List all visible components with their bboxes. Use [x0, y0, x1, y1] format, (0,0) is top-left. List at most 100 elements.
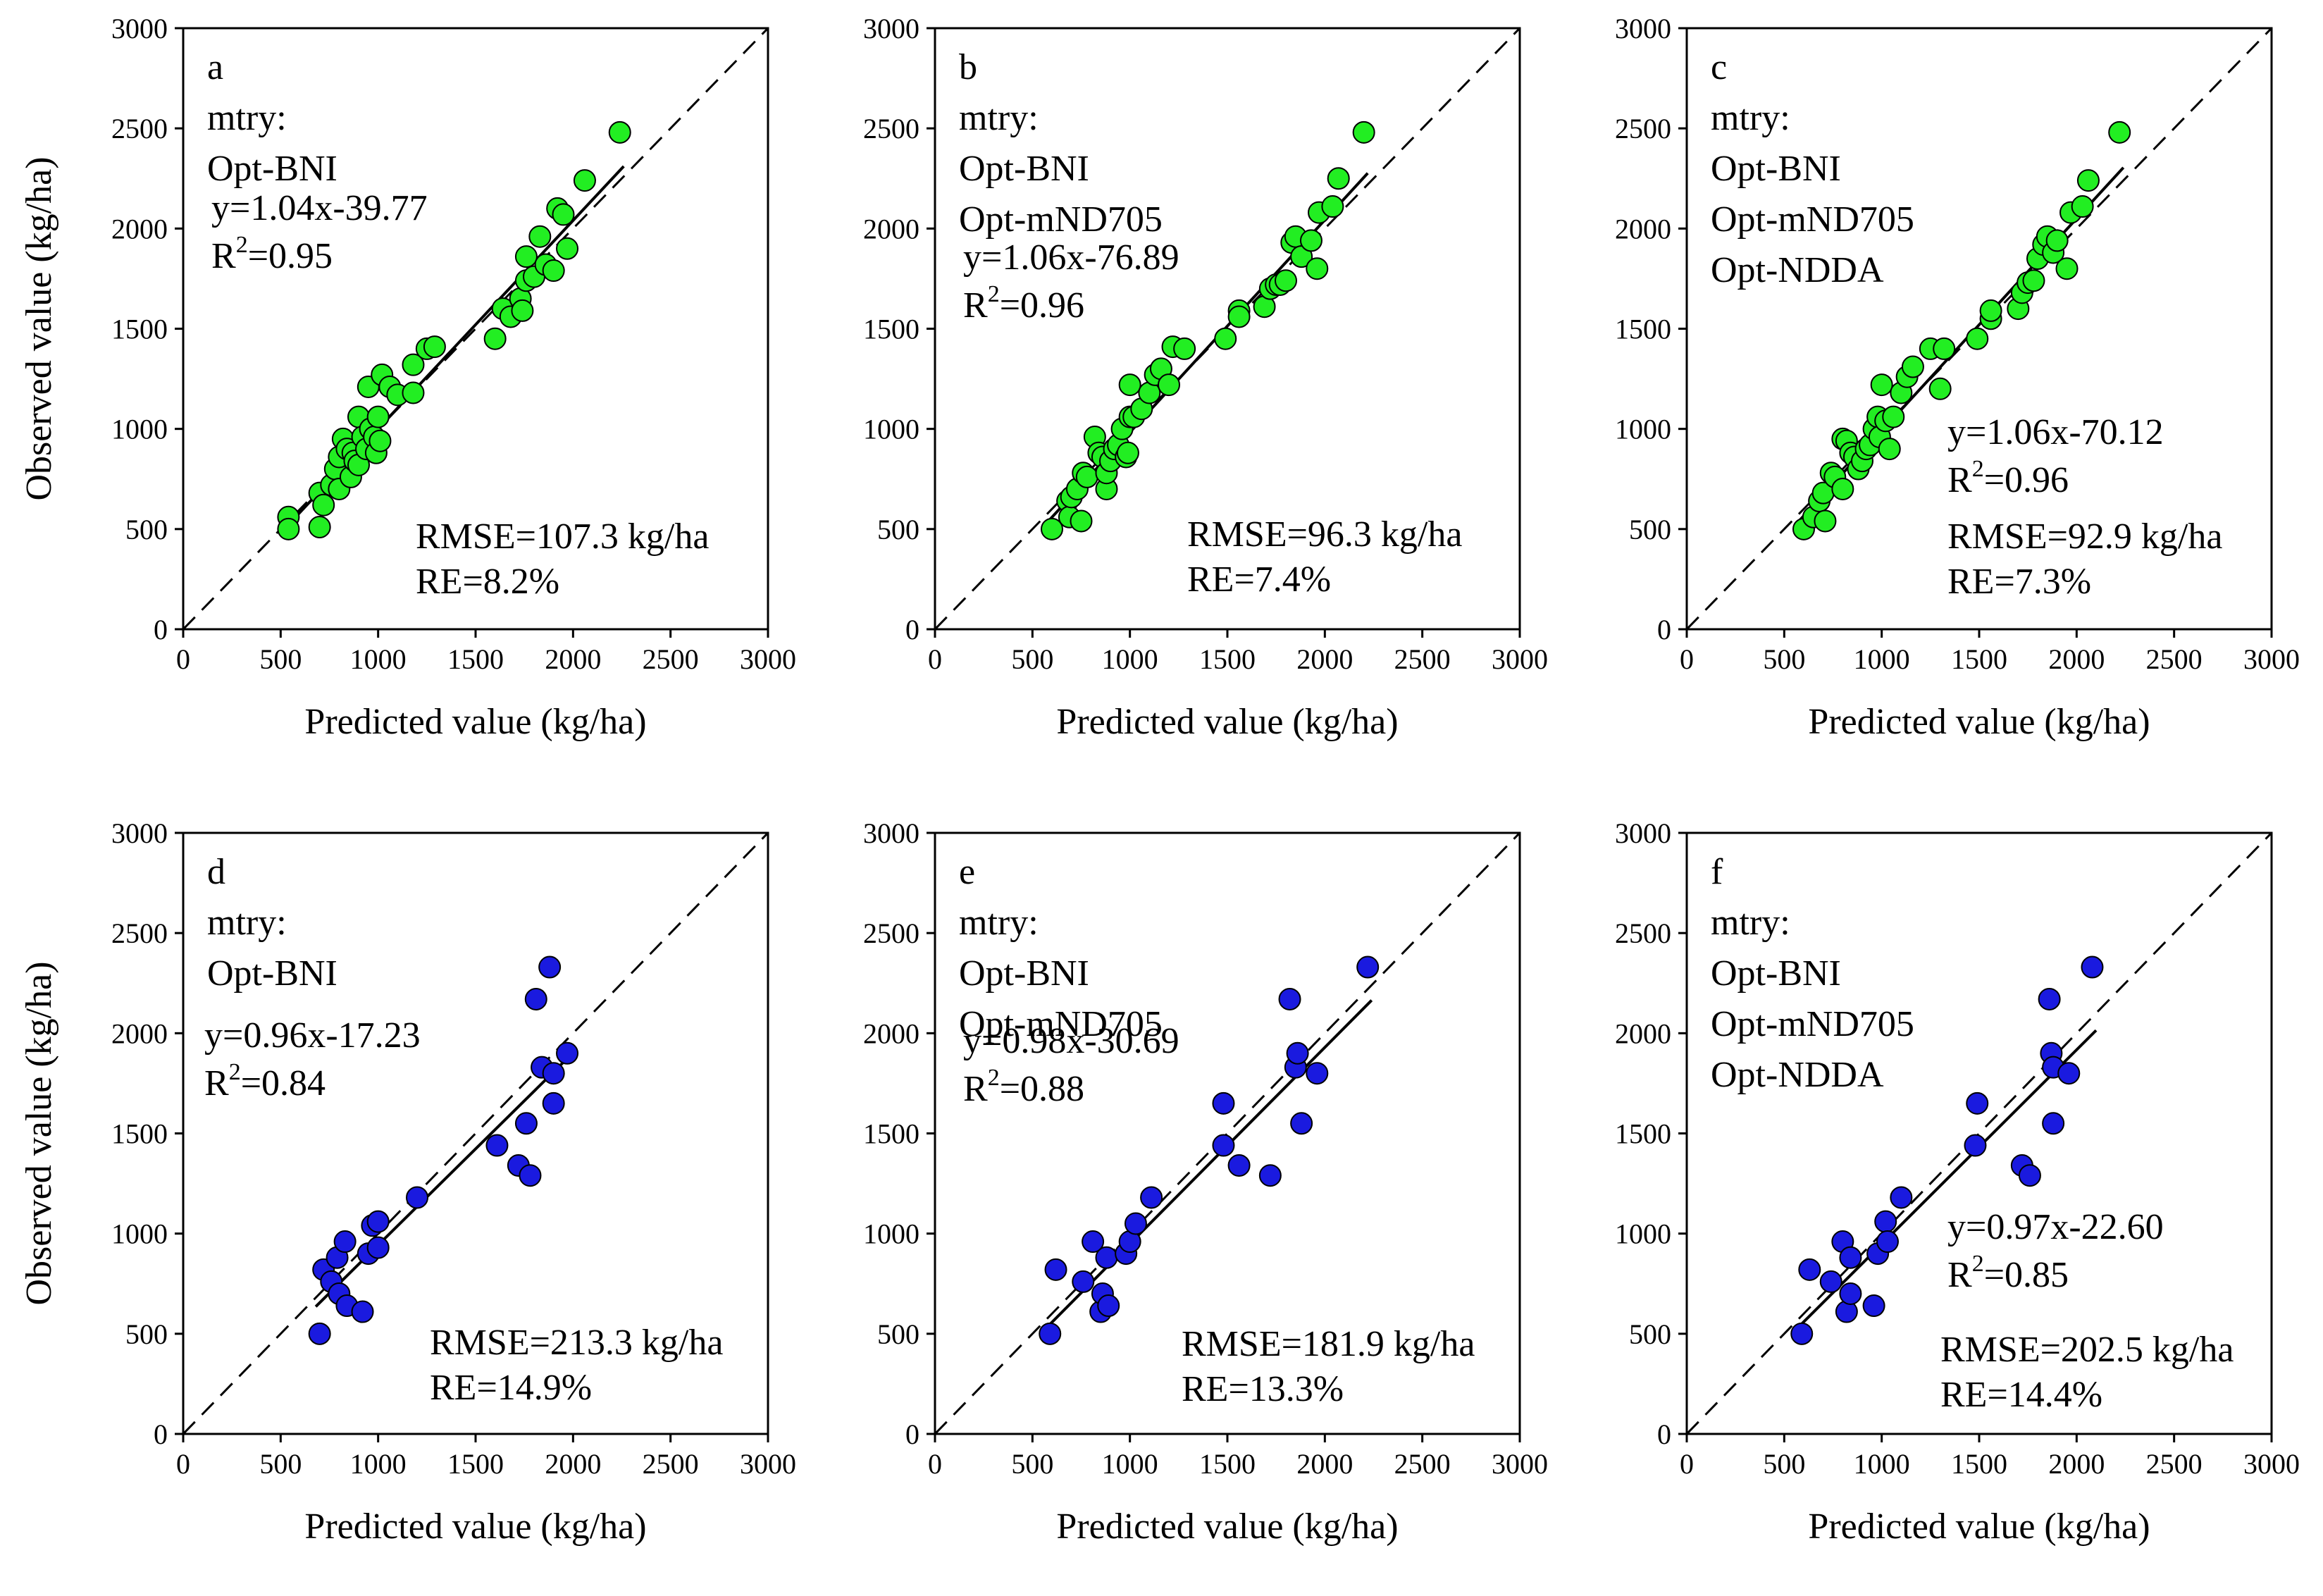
- y-tick-label: 3000: [111, 817, 168, 849]
- data-point: [2042, 1112, 2065, 1135]
- y-tick-label: 1000: [111, 1218, 168, 1250]
- data-point: [542, 1091, 565, 1115]
- mtry-variable: Opt-mND705: [959, 1004, 1163, 1044]
- one-to-one-line: [182, 831, 769, 1435]
- data-point: [1839, 1282, 1862, 1305]
- y-tick-label: 2500: [111, 113, 168, 144]
- data-point: [1124, 1212, 1147, 1235]
- r-squared-symbol: R: [1947, 1255, 1972, 1295]
- panel-f: 00 500 500 1000 1000 1500 1500 2000 2000 2500 2500…: [1615, 817, 2300, 1547]
- regression-equation: y=1.06x-70.12: [1947, 412, 2164, 452]
- x-axis-title: Predicted value (kg/ha): [1056, 702, 1398, 742]
- y-tick-label: 0: [154, 614, 168, 645]
- x-tick-label: 1000: [1102, 643, 1158, 675]
- data-point: [308, 515, 331, 538]
- x-tick-label: 1500: [1951, 1448, 2007, 1480]
- data-point: [333, 1230, 357, 1254]
- data-point: [524, 987, 547, 1010]
- data-point: [1306, 1062, 1329, 1085]
- data-point: [1819, 1270, 1842, 1293]
- data-point: [2081, 955, 2104, 979]
- data-point: [1039, 1322, 1062, 1345]
- x-tick-label: 1000: [1102, 1448, 1158, 1480]
- data-point: [1874, 1210, 1897, 1233]
- data-point: [1044, 1258, 1067, 1281]
- data-point: [1278, 987, 1301, 1010]
- data-point: [1870, 373, 1893, 397]
- y-tick-label: 1000: [1615, 1218, 1671, 1250]
- rmse-text: RMSE=213.3 kg/ha: [430, 1323, 723, 1363]
- y-tick-label: 500: [877, 1318, 919, 1350]
- data-point: [1140, 1186, 1163, 1209]
- r-squared-value: =0.84: [241, 1063, 326, 1103]
- data-point: [514, 245, 538, 268]
- data-point: [1212, 1091, 1235, 1115]
- mtry-variable: Opt-mND705: [1711, 1004, 1914, 1044]
- data-point: [1876, 1230, 1899, 1254]
- data-point: [1173, 337, 1196, 360]
- data-point: [483, 327, 507, 350]
- data-point: [1286, 1041, 1309, 1065]
- data-point: [511, 299, 534, 322]
- data-point: [1290, 1112, 1313, 1135]
- data-point: [1082, 1230, 1105, 1254]
- x-tick-label: 2500: [643, 643, 699, 675]
- data-point: [1882, 405, 1905, 428]
- mtry-variable: Opt-BNI: [959, 149, 1089, 189]
- data-point: [1158, 373, 1180, 397]
- r-squared-value: =0.85: [1984, 1255, 2069, 1295]
- data-point: [366, 1236, 390, 1259]
- y-tick-label: 1000: [863, 1218, 919, 1250]
- mtry-variable: Opt-mND705: [1711, 199, 1914, 240]
- regression-equation: y=0.96x-17.23: [204, 1015, 421, 1056]
- data-point: [1352, 120, 1375, 144]
- data-point: [1299, 229, 1322, 252]
- r-squared: R2=0.88: [963, 1065, 1084, 1109]
- rmse-text: RMSE=181.9 kg/ha: [1182, 1324, 1475, 1364]
- y-tick-label: 2000: [1615, 1017, 1671, 1049]
- re-text: RE=14.4%: [1940, 1375, 2102, 1415]
- panel-b: 00 500 500 1000 1000 1500 1500 2000 2000 2500 2500…: [863, 13, 1548, 742]
- x-axis-title: Predicted value (kg/ha): [304, 702, 646, 742]
- data-point: [542, 1062, 565, 1085]
- data-point: [1890, 1186, 1913, 1209]
- regression-line: [314, 1053, 572, 1308]
- data-point: [1118, 373, 1141, 397]
- data-point: [573, 169, 596, 192]
- data-point: [1041, 517, 1063, 540]
- data-point: [1964, 1134, 1987, 1157]
- x-tick-label: 1500: [1199, 643, 1256, 675]
- mtry-label: mtry:: [959, 903, 1039, 943]
- mtry-variable: Opt-NDDA: [1711, 1055, 1884, 1095]
- x-tick-label: 2500: [2146, 1448, 2203, 1480]
- y-tick-label: 2000: [111, 1017, 168, 1049]
- x-tick-label: 500: [259, 1448, 302, 1480]
- y-tick-label: 2500: [1615, 917, 1671, 949]
- x-tick-label: 1000: [350, 1448, 407, 1480]
- r-squared-superscript: 2: [988, 1065, 1000, 1091]
- panel-c: 00 500 500 1000 1000 1500 1500 2000 2000 2500 2500…: [1615, 13, 2300, 742]
- data-point: [556, 237, 579, 260]
- data-point: [1798, 1258, 1821, 1281]
- y-tick-label: 1000: [111, 414, 168, 445]
- x-tick-label: 3000: [2243, 1448, 2300, 1480]
- r-squared-superscript: 2: [1972, 456, 1984, 482]
- x-tick-label: 2000: [1296, 643, 1353, 675]
- y-tick-label: 0: [1657, 1418, 1671, 1450]
- y-tick-label: 3000: [863, 817, 919, 849]
- regression-line: [1045, 999, 1373, 1330]
- x-tick-label: 2000: [545, 1448, 601, 1480]
- data-point: [1070, 509, 1093, 533]
- x-tick-label: 2500: [2146, 643, 2203, 675]
- regression-equation: y=0.97x-22.60: [1947, 1207, 2164, 1247]
- x-tick-label: 1500: [1199, 1448, 1256, 1480]
- data-point: [538, 955, 562, 979]
- mtry-variable: Opt-BNI: [959, 953, 1089, 994]
- panel-label: e: [959, 852, 975, 892]
- y-tick-label: 3000: [863, 13, 919, 44]
- r-squared-superscript: 2: [1972, 1251, 1984, 1277]
- re-text: RE=8.2%: [416, 562, 559, 602]
- r-squared-symbol: R: [1947, 460, 1972, 500]
- r-squared-symbol: R: [211, 236, 236, 276]
